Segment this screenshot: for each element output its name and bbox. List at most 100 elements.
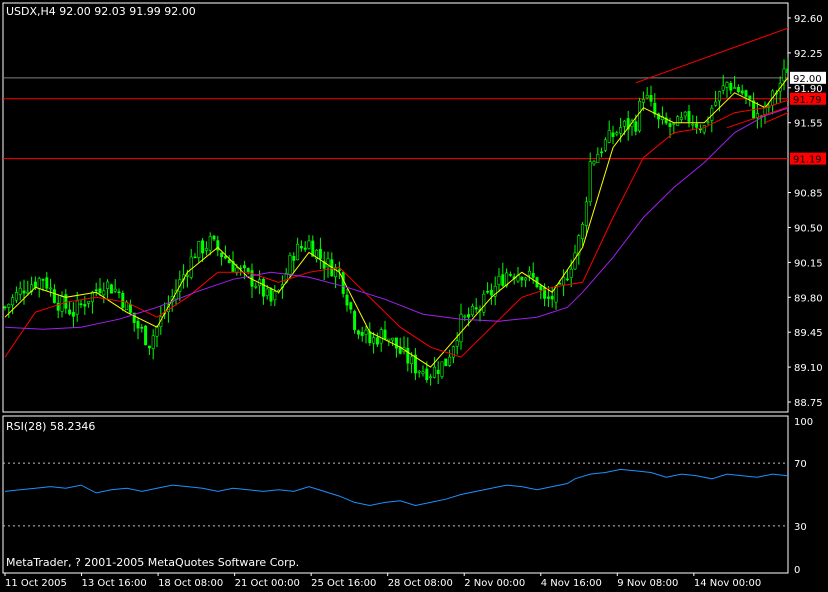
- candle-body: [717, 91, 721, 102]
- price-axis-label: 90.85: [794, 189, 823, 200]
- candle-body: [501, 274, 505, 286]
- candle-body: [45, 277, 49, 289]
- rsi-axis-label: 30: [794, 522, 807, 533]
- candle-body: [607, 130, 611, 143]
- candle-body: [265, 288, 269, 296]
- candle-body: [550, 295, 554, 300]
- candle-body: [649, 95, 653, 102]
- candle-body: [136, 320, 140, 329]
- candle-body: [185, 275, 189, 277]
- candle-body: [155, 326, 159, 337]
- candle-body: [505, 272, 509, 287]
- candle-body: [106, 281, 110, 289]
- candle-body: [132, 312, 136, 323]
- candle-body: [75, 300, 79, 315]
- candle-body: [33, 281, 37, 288]
- candle-body: [303, 247, 307, 250]
- candle-body: [360, 331, 364, 336]
- candle-body: [736, 87, 740, 93]
- candle-body: [83, 304, 87, 307]
- candle-body: [7, 303, 11, 308]
- trend-channel-line: [726, 106, 788, 129]
- candle-body: [334, 267, 338, 278]
- candle-body: [296, 243, 300, 261]
- candle-body: [531, 273, 535, 278]
- candle-body: [71, 312, 75, 317]
- candle-body: [467, 314, 471, 318]
- candle-body: [573, 252, 577, 270]
- candle-body: [26, 291, 30, 294]
- candle-body: [440, 361, 444, 377]
- candle-body: [596, 154, 600, 164]
- candle-body: [201, 240, 205, 254]
- candle-body: [102, 290, 106, 296]
- candle-body: [569, 268, 573, 278]
- price-plot-area: [3, 27, 788, 386]
- candle-body: [493, 285, 497, 297]
- candle-body: [318, 248, 322, 259]
- candle-body: [64, 294, 68, 309]
- candle-body: [520, 276, 524, 281]
- candle-body: [664, 117, 668, 124]
- candle-body: [645, 95, 649, 99]
- candle-body: [254, 286, 258, 288]
- candle-body: [524, 277, 528, 281]
- candle-body: [486, 290, 490, 293]
- candle-body: [695, 123, 699, 128]
- level-price-marker: [790, 152, 826, 165]
- time-axis-label: 9 Nov 08:00: [617, 578, 678, 588]
- time-axis-label: 11 Oct 2005: [5, 578, 67, 588]
- candle-body: [786, 68, 788, 73]
- candle-body: [349, 302, 353, 310]
- candle-body: [619, 127, 623, 134]
- candle-body: [90, 291, 94, 303]
- price-axis-label: 90.15: [794, 258, 823, 269]
- candle-body: [474, 307, 478, 310]
- candle-body: [151, 335, 155, 349]
- candle-body: [470, 306, 474, 316]
- candle-body: [337, 269, 341, 271]
- candle-body: [584, 201, 588, 226]
- candle-body: [425, 368, 429, 381]
- candle-body: [451, 346, 455, 358]
- candle-body: [611, 132, 615, 137]
- candle-body: [755, 113, 759, 119]
- candle-body: [326, 258, 330, 268]
- symbol-header: USDX,H4 92.00 92.03 91.99 92.00: [6, 5, 196, 18]
- candle-body: [459, 313, 463, 343]
- candle-body: [714, 101, 718, 106]
- candle-body: [356, 330, 360, 335]
- axis-labels: 92.60 92.25 91.90 91.55 90.85 90.50 90.15 89.80…: [4, 14, 826, 589]
- candle-body: [383, 329, 387, 340]
- candle-body: [421, 371, 425, 374]
- candle-body: [634, 121, 638, 132]
- level-price-marker: [790, 92, 826, 105]
- candle-body: [322, 261, 326, 269]
- price-axis-label: 92.60: [794, 14, 823, 25]
- time-axis-label: 13 Oct 16:00: [82, 578, 147, 588]
- price-axis-label: 91.90: [794, 84, 823, 95]
- candle-body: [603, 139, 607, 151]
- candle-body: [733, 87, 737, 89]
- candle-body: [721, 85, 725, 91]
- candle-body: [193, 256, 197, 259]
- candle-body: [626, 118, 630, 130]
- candle-body: [653, 102, 657, 115]
- level-price-marker-label: 91.79: [793, 95, 822, 106]
- candle-body: [269, 288, 273, 302]
- candle-body: [79, 303, 83, 305]
- candle-body: [539, 285, 543, 291]
- candle-body: [345, 294, 349, 306]
- candle-body: [375, 337, 379, 345]
- candle-body: [197, 241, 201, 258]
- candle-body: [246, 268, 250, 273]
- candle-body: [231, 261, 235, 272]
- candle-body: [341, 271, 345, 294]
- mid-moving-average-line: [4, 99, 788, 358]
- candle-body: [577, 235, 581, 256]
- candle-body: [729, 83, 733, 91]
- candle-body: [406, 347, 410, 364]
